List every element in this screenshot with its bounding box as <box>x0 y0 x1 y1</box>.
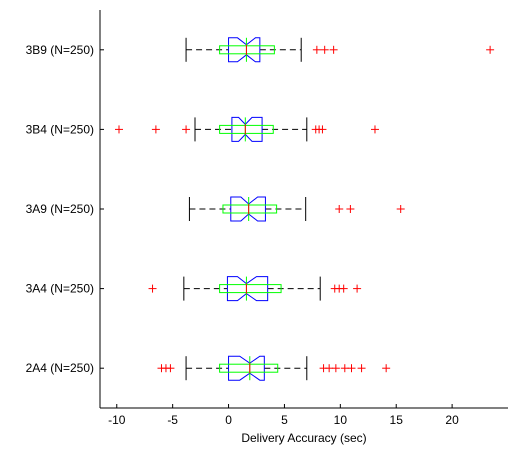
category-label: 3A4 (N=250) <box>26 282 94 296</box>
outlier-marker <box>151 125 160 134</box>
outlier-marker <box>396 205 405 213</box>
axes: -10 -5 0 5 10 15 20 3B9 (N=250) 3B4 (N=250) 3A9 (… <box>26 10 508 427</box>
outlier-marker <box>340 364 349 373</box>
outlier-marker <box>325 364 334 373</box>
category-label: 2A4 (N=250) <box>26 361 94 375</box>
boxes-layer <box>115 37 495 381</box>
plot-area <box>100 10 508 408</box>
outlier-marker <box>318 125 327 134</box>
notched-box <box>231 116 263 142</box>
outlier-marker <box>347 364 356 373</box>
box-group <box>185 37 495 63</box>
outlier-marker <box>382 364 391 373</box>
outlier-marker <box>339 284 348 293</box>
outlier-marker <box>115 125 124 134</box>
outlier-marker <box>329 45 338 54</box>
secondary-box <box>219 363 279 373</box>
outlier-marker <box>335 205 344 213</box>
box-group <box>148 276 362 302</box>
outlier-marker <box>182 125 191 134</box>
outlier-marker <box>331 364 340 373</box>
x-tick-label: 20 <box>445 413 459 427</box>
x-tick-label: 0 <box>225 413 232 427</box>
outlier-marker <box>320 45 329 54</box>
outlier-marker <box>357 364 366 373</box>
x-tick-label: -5 <box>167 413 178 427</box>
notched-box <box>230 196 266 222</box>
outlier-marker <box>312 45 321 54</box>
x-axis-title: Delivery Accuracy (sec) <box>241 431 366 445</box>
x-tick-label: 5 <box>281 413 288 427</box>
box-group <box>188 196 405 222</box>
notched-box <box>228 355 265 381</box>
outlier-marker <box>148 284 157 293</box>
x-tick-label: 10 <box>334 413 348 427</box>
notched-box <box>228 37 261 63</box>
notched-box <box>226 276 269 302</box>
outlier-marker <box>370 125 379 134</box>
category-label: 3B9 (N=250) <box>26 43 94 57</box>
secondary-box <box>219 284 282 294</box>
outlier-marker <box>486 45 495 54</box>
category-label: 3A9 (N=250) <box>26 202 94 216</box>
category-label: 3B4 (N=250) <box>26 122 94 136</box>
outlier-marker <box>353 284 362 293</box>
x-tick-label: -10 <box>108 413 126 427</box>
secondary-box <box>219 45 275 55</box>
outlier-marker <box>346 205 355 213</box>
secondary-box <box>219 124 274 134</box>
outlier-marker <box>166 364 175 373</box>
secondary-box <box>222 204 278 214</box>
box-group <box>157 355 391 381</box>
x-tick-label: 15 <box>390 413 404 427</box>
box-group <box>115 116 379 142</box>
